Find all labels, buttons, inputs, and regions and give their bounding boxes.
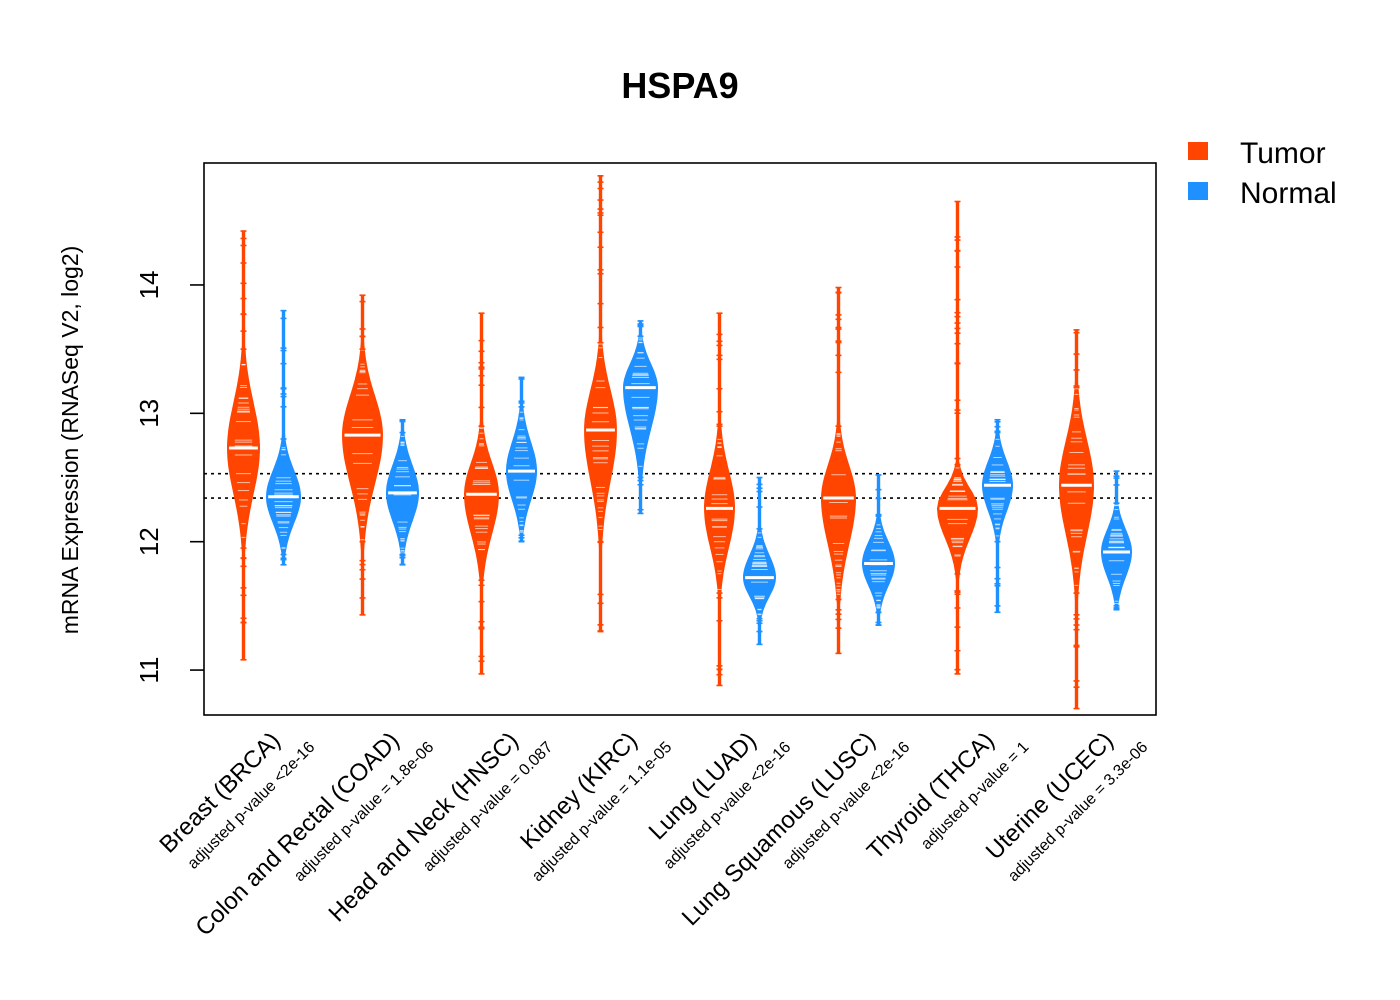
tumor-violin <box>463 312 500 675</box>
tumor-violin <box>341 294 384 616</box>
y-tick-label: 12 <box>134 527 164 556</box>
plot-frame <box>203 162 1157 716</box>
normal-violin <box>982 418 1013 614</box>
normal-violin <box>1100 470 1133 611</box>
normal-violin <box>742 476 777 646</box>
normal-violin-body <box>1100 470 1133 611</box>
tumor-violin-body <box>341 294 384 616</box>
legend-swatch-tumor <box>1188 142 1208 160</box>
legend-swatch-normal <box>1188 182 1208 200</box>
tumor-violin <box>226 230 261 661</box>
y-tick-label: 13 <box>134 399 164 428</box>
tumor-violin-body <box>584 175 617 633</box>
normal-violin <box>386 418 419 566</box>
tumor-violin <box>820 286 857 655</box>
legend-label-tumor: Tumor <box>1240 137 1326 170</box>
tumor-violin <box>936 200 979 675</box>
tumor-violin <box>1058 329 1095 710</box>
chart-title: HSPA9 <box>621 65 738 106</box>
normal-violin <box>622 320 659 515</box>
normal-violin-body <box>506 376 537 543</box>
tumor-violin-body <box>936 201 979 675</box>
y-tick-label: 11 <box>134 657 164 684</box>
normal-violin <box>862 474 895 626</box>
y-axis-label: mRNA Expression (RNASeq V2, log2) <box>57 246 83 635</box>
tumor-violin <box>584 175 617 633</box>
tumor-violin <box>703 312 736 687</box>
legend-label-normal: Normal <box>1240 177 1337 210</box>
legend: Tumor Normal <box>1188 137 1337 210</box>
normal-violin <box>506 376 537 543</box>
y-tick-label: 14 <box>134 270 164 299</box>
normal-violin <box>265 309 302 566</box>
